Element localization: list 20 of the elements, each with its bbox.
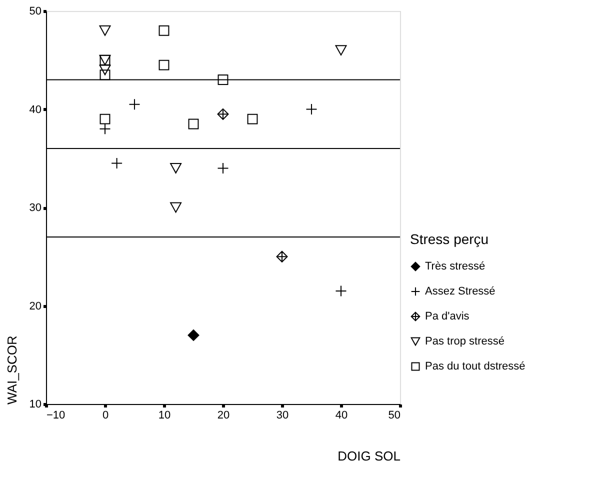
- x-axis-title: DOIG SOL: [338, 448, 400, 464]
- legend-title: Stress perçu: [410, 231, 489, 247]
- legend-label: Pa d'avis: [425, 310, 470, 322]
- x-tick-label: 0: [102, 410, 109, 422]
- y-tick-label: 30: [29, 202, 42, 214]
- x-tick-label: 30: [276, 410, 289, 422]
- x-tick-label: 40: [335, 410, 348, 422]
- legend-label: Très stressé: [425, 260, 486, 272]
- y-tick-label: 40: [29, 104, 42, 116]
- x-tick-label: 20: [217, 410, 230, 422]
- y-axis-title: WAI_SCOR: [4, 336, 20, 404]
- legend-label: Pas du tout dstressé: [425, 360, 526, 372]
- y-tick-label: 10: [29, 398, 42, 410]
- x-tick-label: −10: [46, 410, 66, 422]
- x-tick-label: 50: [388, 410, 400, 422]
- x-tick-label: 10: [158, 410, 171, 422]
- y-tick-label: 50: [29, 6, 42, 18]
- legend-label: Pas trop stressé: [425, 336, 504, 348]
- legend-label: Assez Stressé: [425, 286, 496, 298]
- y-tick-label: 20: [29, 300, 42, 312]
